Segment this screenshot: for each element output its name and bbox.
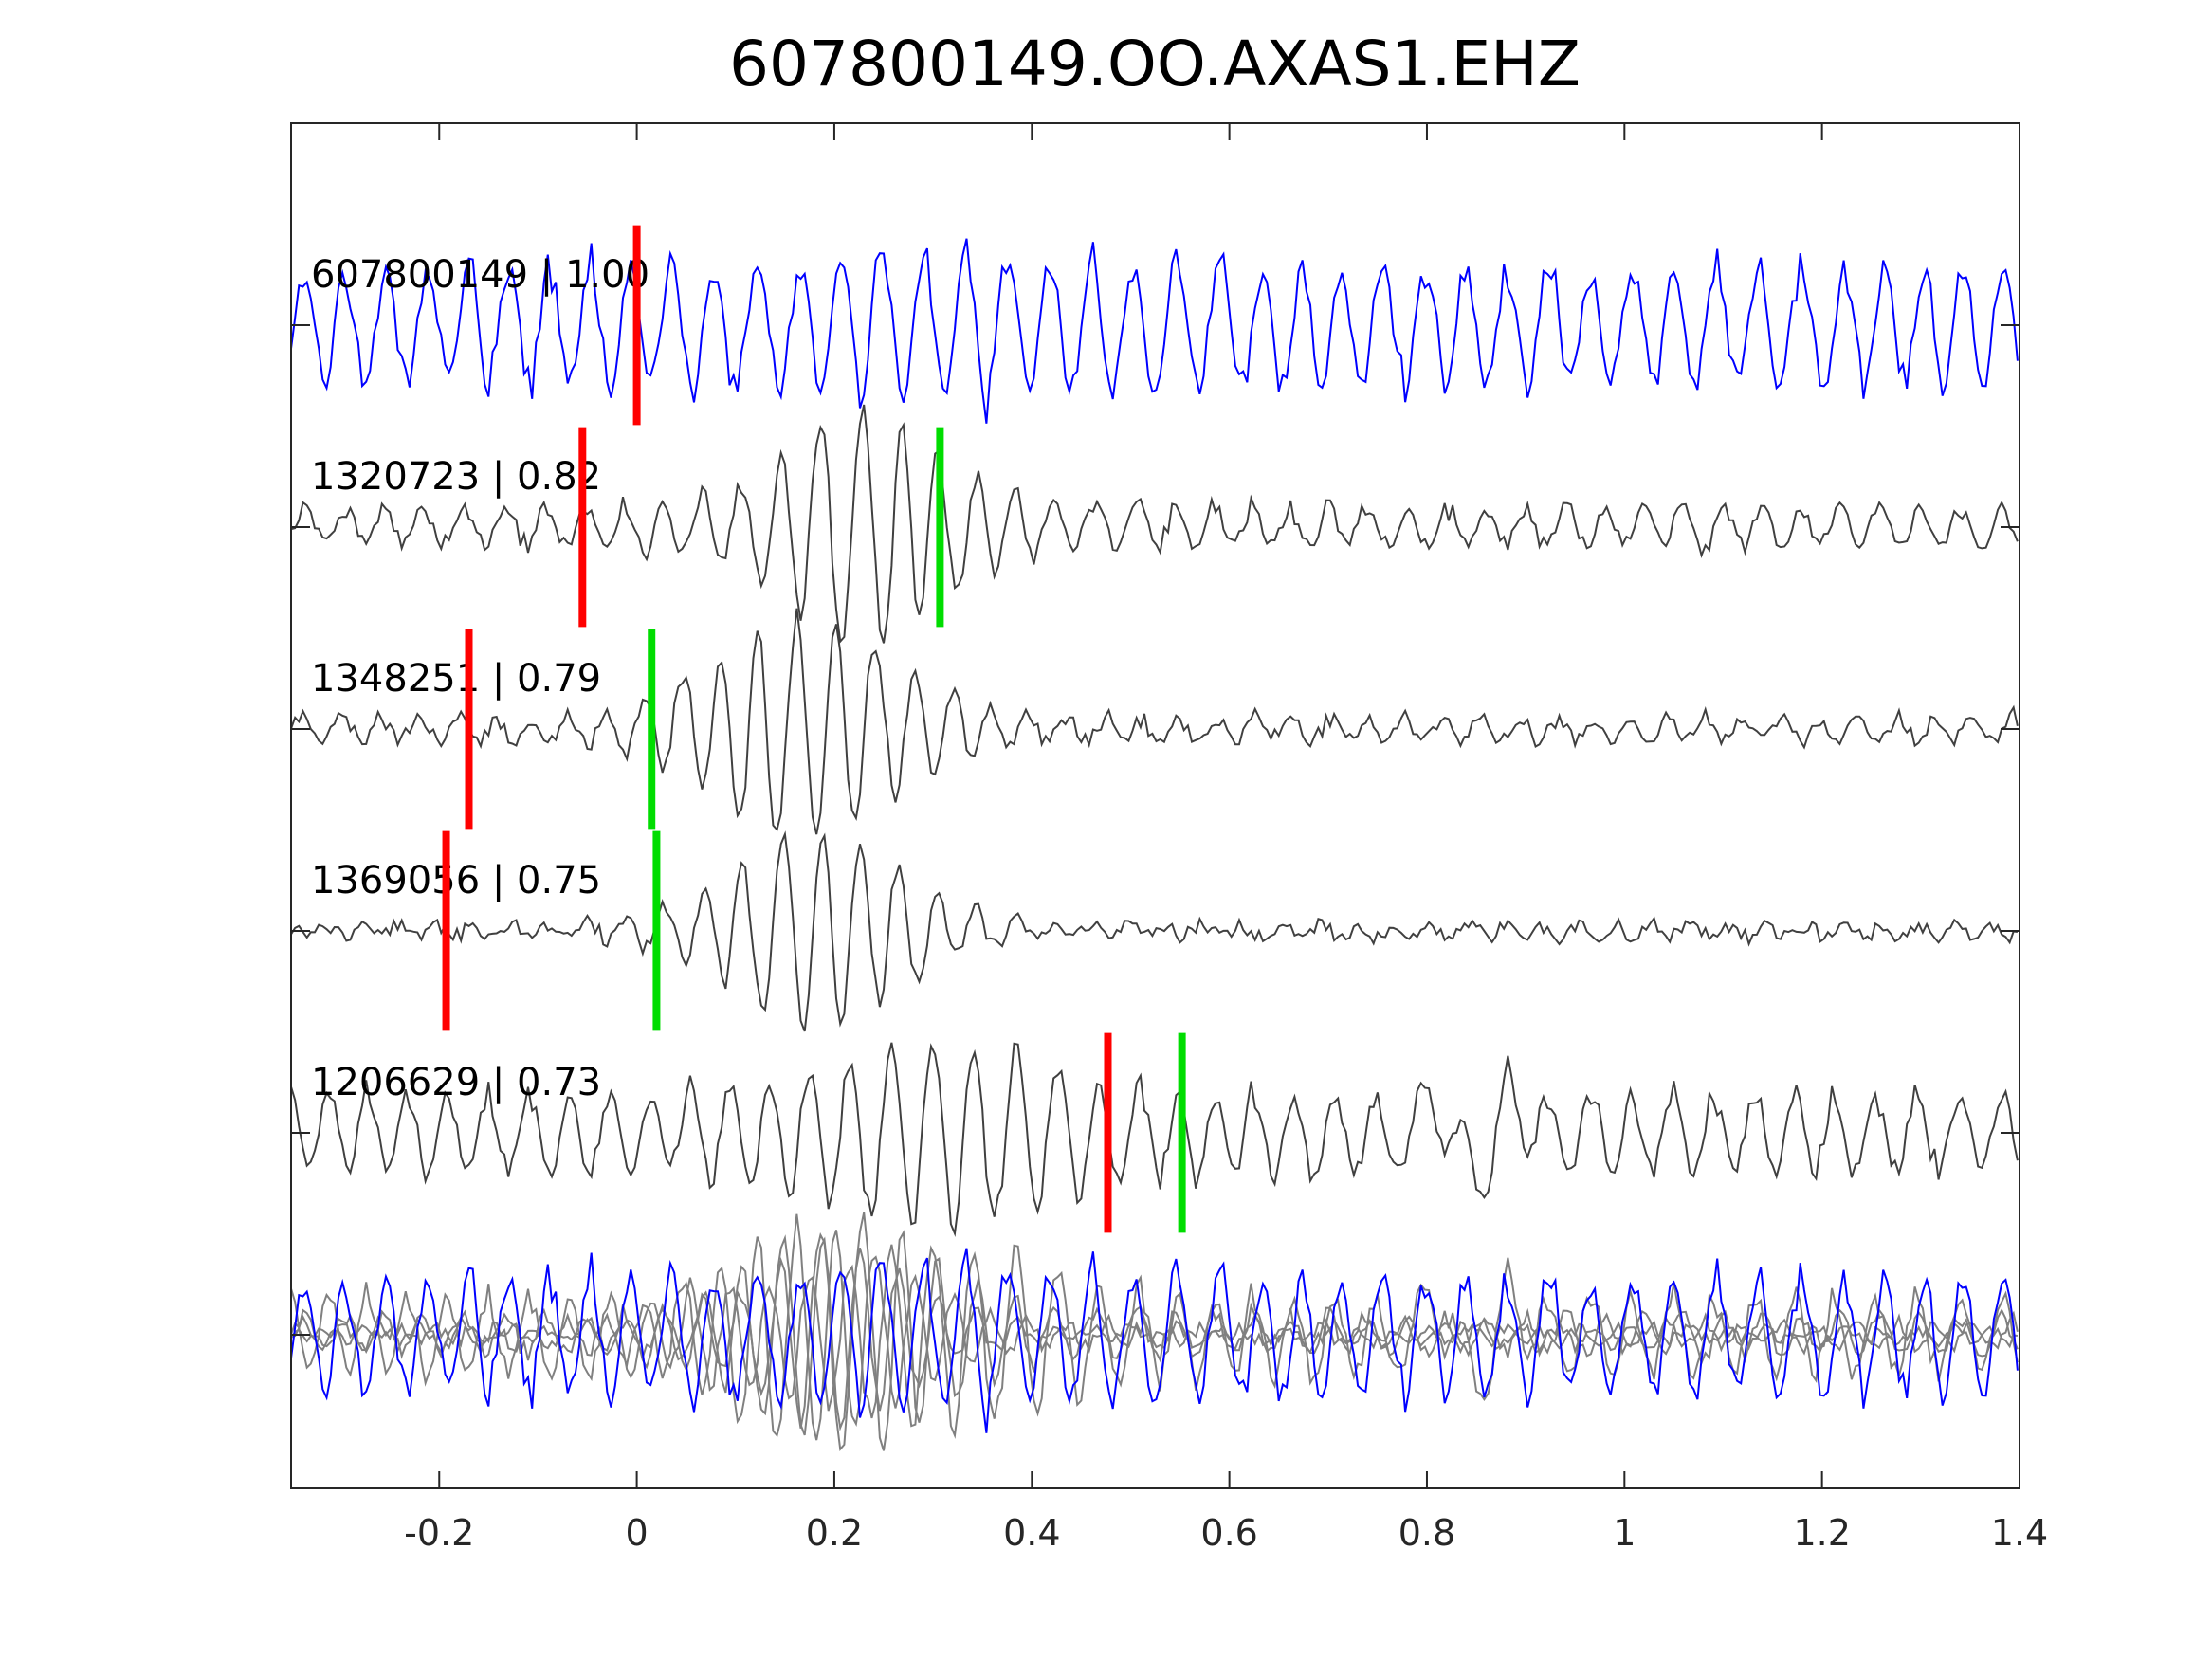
xtick-label: 1.4 [1991,1512,2048,1554]
trace-label: 1206629 | 0.73 [311,1061,601,1104]
stack-trace-607800149 [290,1248,2019,1433]
axes-frame [290,122,2020,1489]
trace-1348251 [290,608,2019,835]
xtick-label: 0.8 [1398,1512,1455,1554]
chart-title: 607800149.OO.AXAS1.EHZ [729,27,1581,100]
trace-label: 1369056 | 0.75 [311,859,601,902]
xtick-label: 1 [1613,1512,1636,1554]
trace-607800149 [290,238,2019,424]
trace-1369056 [290,830,2019,1032]
stack-trace-1206629 [290,1244,2019,1439]
trace-label: 1320723 | 0.82 [311,455,601,499]
xtick-label: -0.2 [404,1512,474,1554]
stack-trace-1320723 [290,1212,2019,1452]
xtick-label: 0.4 [1003,1512,1060,1554]
trace-label: 607800149 | 1.00 [311,253,649,297]
trace-1320723 [290,404,2019,645]
stack-trace-1348251 [290,1213,2019,1441]
xtick-label: 0.6 [1200,1512,1257,1554]
xtick-label: 1.2 [1793,1512,1850,1554]
stack-trace-1369056 [290,1234,2019,1436]
xtick-label: 0 [626,1512,649,1554]
trace-label: 1348251 | 0.79 [311,657,601,701]
xtick-label: 0.2 [806,1512,863,1554]
trace-1206629 [290,1042,2019,1237]
